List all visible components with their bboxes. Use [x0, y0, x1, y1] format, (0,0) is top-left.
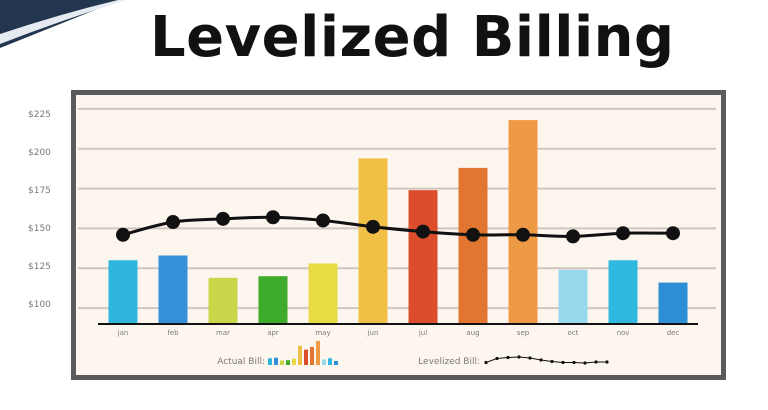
point-jun: [366, 219, 380, 234]
x-tick-label-mar: mar: [216, 329, 230, 337]
page-title: Levelized Billing: [150, 5, 675, 70]
bar-feb: [158, 255, 188, 324]
legend-point-oct: [583, 361, 587, 365]
legend-point-aug: [561, 360, 565, 365]
legend-bar-jul: [304, 349, 308, 365]
legend-bar-nov: [328, 358, 332, 365]
header-swoosh-banner: [0, 0, 126, 48]
bar-dec: [658, 282, 688, 324]
legend-label-actual-bill: Actual Bill:: [217, 357, 265, 367]
legend-point-mar: [506, 355, 510, 360]
levelized-bill-points: [116, 210, 680, 244]
legend-point-feb: [495, 356, 499, 361]
legend-line: [485, 356, 607, 364]
x-tick-label-dec: dec: [667, 329, 680, 337]
x-tick-label-aug: aug: [466, 329, 479, 337]
point-apr: [266, 210, 280, 225]
x-tick-label-nov: nov: [617, 329, 630, 337]
bars: [108, 120, 688, 324]
point-mar: [216, 211, 230, 226]
legend-bar-apr: [286, 360, 290, 365]
legend-bar-aug: [310, 346, 314, 365]
legend-point-may: [528, 356, 532, 360]
point-sep: [516, 227, 530, 242]
point-aug: [466, 227, 480, 242]
bar-sep: [508, 120, 538, 324]
bar-nov: [608, 260, 638, 324]
point-oct: [566, 229, 580, 244]
x-tick-label-feb: feb: [167, 329, 179, 337]
bar-jun: [358, 158, 388, 324]
legend-point-sep: [572, 360, 576, 365]
legend-point-nov: [594, 360, 598, 364]
legend-bar-may: [292, 358, 296, 365]
legend-swatch-actual-bill: [268, 341, 338, 365]
y-tick-label-150: $150: [28, 224, 51, 234]
y-tick-label-225: $225: [28, 110, 51, 120]
x-tick-label-jul: jul: [418, 329, 427, 337]
point-may: [316, 213, 330, 228]
bar-jul: [408, 190, 438, 324]
point-feb: [166, 215, 180, 230]
bar-oct: [558, 269, 588, 324]
y-tick-label-100: $100: [28, 300, 51, 310]
x-tick-label-sep: sep: [517, 329, 530, 337]
legend-bar-oct: [322, 359, 326, 365]
x-tick-label-jun: jun: [367, 329, 379, 337]
x-tick-label-jan: jan: [117, 329, 129, 337]
legend-point-apr: [517, 355, 521, 359]
point-nov: [616, 226, 630, 241]
legend-point-dec: [605, 360, 609, 364]
legend-point-jun: [539, 358, 543, 362]
legend-bar-mar: [280, 360, 284, 365]
bar-mar: [208, 277, 238, 324]
legend-bar-jan: [268, 358, 272, 365]
legend-bar-sep: [316, 341, 320, 365]
y-tick-label-200: $200: [28, 148, 51, 158]
bar-may: [308, 263, 338, 324]
x-tick-labels: jan feb mar apr may jun jul aug sep oct nov dec: [117, 329, 680, 337]
point-dec: [666, 226, 680, 241]
legend-label-levelized-bill: Levelized Bill:: [418, 357, 480, 367]
legend-point-jan: [484, 360, 488, 365]
x-tick-label-may: may: [315, 329, 330, 337]
y-tick-label-175: $175: [28, 186, 51, 196]
point-jan: [116, 227, 130, 242]
x-tick-label-oct: oct: [568, 329, 579, 337]
legend-bar-feb: [274, 357, 278, 365]
bar-apr: [258, 276, 288, 324]
legend-bar-jun: [298, 345, 302, 365]
bar-jan: [108, 260, 138, 324]
legend-point-jul: [550, 359, 554, 364]
legend-swatch-levelized-bill: [484, 355, 609, 365]
legend: Actual Bill: Levelized Bill:: [217, 341, 609, 367]
bar-aug: [458, 167, 488, 324]
legend-bar-dec: [334, 361, 338, 365]
point-jul: [416, 224, 430, 239]
x-tick-label-apr: apr: [267, 329, 279, 337]
levelized-bill-line: [122, 215, 674, 238]
y-tick-label-125: $125: [28, 262, 51, 272]
